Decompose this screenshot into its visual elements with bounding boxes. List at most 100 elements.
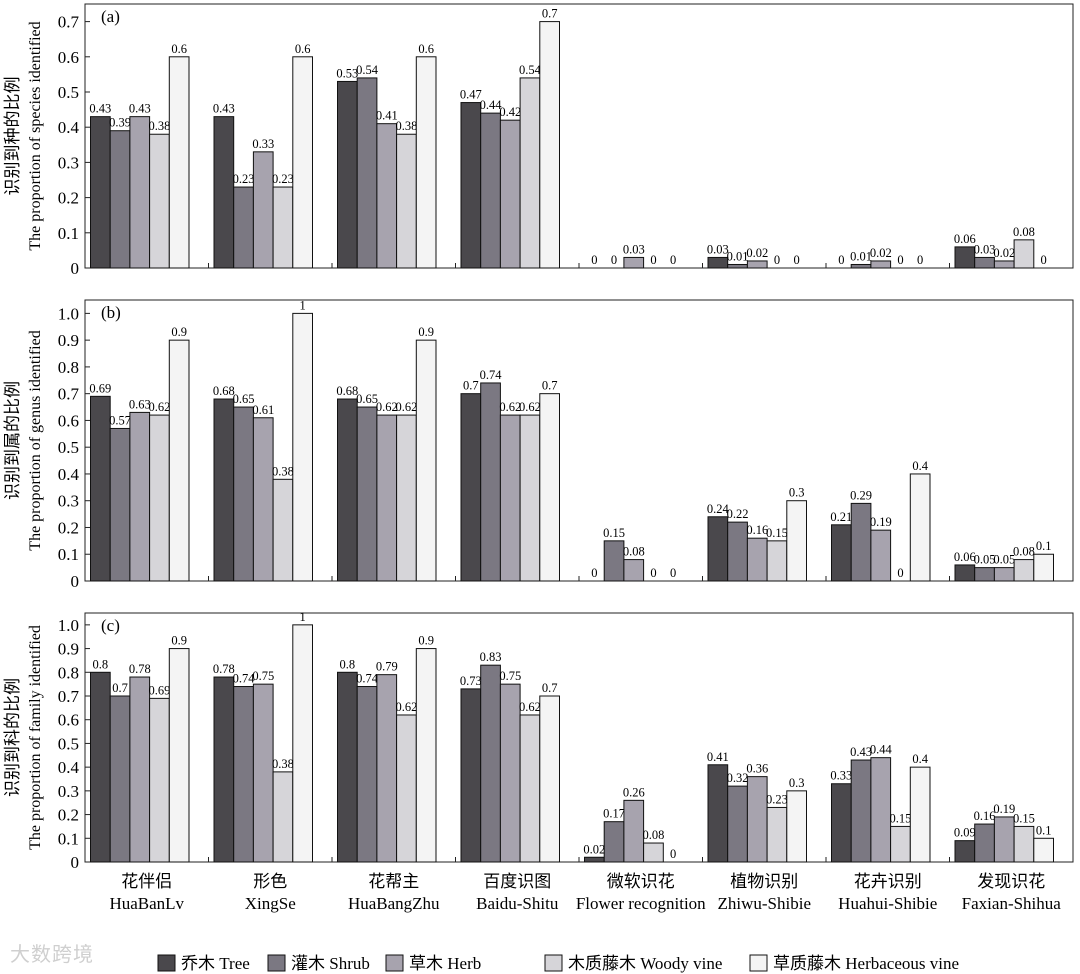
bar-value-label: 0.62 — [149, 400, 171, 414]
bar — [539, 393, 560, 582]
bar-value-label: 0.47 — [460, 88, 482, 102]
bar — [168, 339, 190, 582]
panel-label: (a) — [101, 7, 120, 26]
bar-value-label: 0.42 — [499, 105, 521, 119]
panel-label: (b) — [101, 303, 121, 322]
bar-value-label: 0.65 — [356, 392, 378, 406]
bar-value-label: 0.74 — [233, 672, 256, 686]
bar — [356, 77, 378, 269]
bar — [480, 664, 501, 863]
bar — [746, 260, 768, 269]
bar-value-label: 0.9 — [171, 325, 187, 339]
bar — [109, 130, 131, 269]
bar — [213, 398, 235, 582]
x-category-label-cn: 发现识花 — [977, 872, 1045, 891]
bar — [1013, 825, 1035, 863]
legend-label: 草质藤木 Herbaceous vine — [773, 954, 959, 973]
bar-value-label: 0.33 — [252, 137, 274, 151]
bar — [539, 21, 560, 269]
x-category-label-cn: 百度识图 — [483, 872, 551, 891]
x-category-label-en: Zhiwu-Shibie — [718, 894, 812, 913]
y-tick-label: 0.7 — [58, 687, 80, 706]
bar-value-label: 0.29 — [850, 488, 872, 502]
bar-value-label: 0.7 — [542, 379, 558, 393]
bar-value-label: 0.03 — [707, 242, 729, 256]
bar — [519, 414, 541, 582]
bar-value-label: 0.68 — [336, 384, 358, 398]
bar-value-label: 0 — [591, 566, 597, 580]
bar-value-label: 0.7 — [112, 681, 128, 695]
bar-value-label: 0 — [917, 253, 923, 267]
bar — [993, 816, 1015, 863]
bar-value-label: 0.09 — [954, 826, 976, 840]
bar-value-label: 0.44 — [870, 743, 893, 757]
bar — [168, 648, 190, 863]
y-tick-label: 0.8 — [58, 663, 79, 682]
bar — [252, 417, 274, 582]
bar-value-label: 0.24 — [707, 502, 730, 516]
bar-value-label: 0.05 — [974, 553, 996, 567]
bar — [870, 529, 892, 582]
bar — [954, 840, 976, 863]
bar-value-label: 0.23 — [766, 792, 788, 806]
panel-label: (c) — [101, 616, 120, 635]
bar-value-label: 0.65 — [233, 392, 255, 406]
bar — [786, 790, 807, 863]
bar-value-label: 0 — [591, 253, 597, 267]
bar-value-label: 0 — [650, 566, 656, 580]
bar-value-label: 0.7 — [463, 379, 479, 393]
bar-value-label: 0.38 — [149, 119, 171, 133]
bar — [129, 676, 151, 863]
bar — [109, 427, 131, 582]
y-tick-label: 0.5 — [58, 83, 79, 102]
bar-value-label: 0.02 — [746, 246, 768, 260]
x-category-label-en: Flower recognition — [576, 894, 706, 913]
bar — [954, 246, 976, 269]
bar-value-label: 0.3 — [789, 486, 805, 500]
bar — [272, 478, 294, 582]
bar — [460, 393, 482, 582]
bar-value-label: 0.44 — [480, 98, 503, 112]
y-tick-label: 0.4 — [58, 465, 80, 484]
bar-value-label: 0 — [650, 253, 656, 267]
bar — [974, 256, 995, 269]
bar — [376, 123, 398, 269]
bar-value-label: 0.23 — [272, 172, 294, 186]
bar-value-label: 0.74 — [480, 368, 503, 382]
bar-value-label: 0.32 — [727, 771, 749, 785]
bar-value-label: 0.02 — [583, 842, 605, 856]
bar-value-label: 0.62 — [396, 400, 418, 414]
bar — [707, 256, 729, 269]
bar — [499, 119, 521, 269]
bar — [460, 688, 482, 863]
bar-value-label: 0.3 — [789, 776, 805, 790]
bar — [213, 676, 235, 863]
y-tick-label: 0.2 — [58, 518, 79, 537]
bar-value-label: 0.69 — [89, 381, 111, 395]
bar — [993, 260, 1015, 269]
bar — [356, 686, 378, 863]
y-tick-label: 0.3 — [58, 492, 79, 511]
y-tick-label: 0.8 — [58, 358, 79, 377]
bar-value-label: 0.41 — [707, 750, 729, 764]
bar-value-label: 0 — [897, 253, 903, 267]
bar-value-label: 0.78 — [213, 662, 235, 676]
bar-value-label: 1 — [300, 610, 306, 624]
bar — [252, 151, 274, 269]
y-axis-title-cn: 识别到种的比例 — [3, 77, 22, 196]
bar-value-label: 0.02 — [993, 246, 1015, 260]
bar-value-label: 0.62 — [519, 400, 541, 414]
x-category-label-cn: 花卉识别 — [854, 872, 922, 891]
legend-swatch — [749, 954, 768, 972]
bar — [707, 516, 729, 582]
bar-value-label: 0.16 — [746, 523, 768, 537]
bar-value-label: 0.38 — [272, 757, 294, 771]
y-tick-label: 0.5 — [58, 438, 79, 457]
bar-value-label: 0.41 — [376, 109, 398, 123]
bar-value-label: 0.6 — [295, 42, 311, 56]
bar-value-label: 0.83 — [480, 650, 502, 664]
bar — [727, 521, 748, 582]
bar-value-label: 0 — [774, 253, 780, 267]
bar-value-label: 0.75 — [252, 669, 274, 683]
